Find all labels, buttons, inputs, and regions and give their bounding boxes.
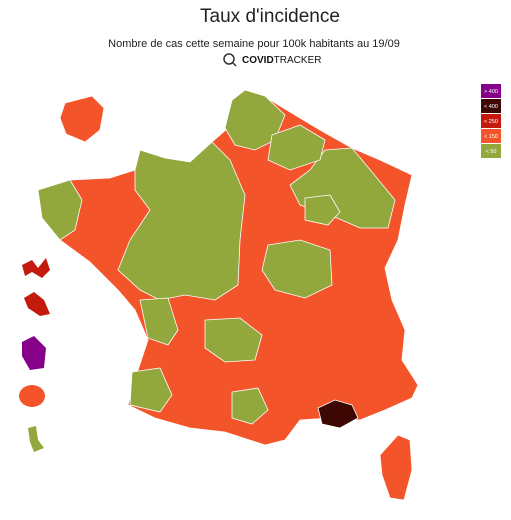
region-jura — [304, 194, 341, 226]
region-limousin — [204, 317, 263, 363]
region-centre — [261, 239, 333, 299]
legend-swatch — [481, 129, 501, 143]
logo-icon — [223, 53, 237, 67]
corsica — [379, 434, 413, 501]
martinique — [24, 292, 50, 316]
guadeloupe — [22, 258, 50, 278]
reunion — [19, 385, 45, 407]
logo-bold: COVID — [242, 55, 274, 66]
region-north-east — [267, 124, 326, 171]
legend-label: < 50 — [486, 149, 497, 155]
logo-text: COVIDTRACKER — [242, 55, 321, 66]
region-bouches-du-rhone — [317, 399, 359, 429]
region-gironde — [129, 367, 173, 413]
legend-label: < 400 — [484, 104, 498, 110]
region-west — [117, 141, 246, 301]
legend-swatch — [481, 114, 501, 128]
legend-label: > 400 — [484, 89, 498, 95]
logo-light: TRACKER — [274, 55, 322, 66]
region-brittany-tip — [37, 179, 83, 241]
legend-label: < 150 — [484, 134, 498, 140]
region-aveyron — [231, 387, 269, 425]
legend-swatch — [481, 99, 501, 113]
legend-swatch — [481, 144, 501, 158]
france-map — [37, 89, 419, 501]
overseas — [19, 258, 50, 452]
legend-label: < 250 — [484, 119, 498, 125]
legend-swatch — [481, 84, 501, 98]
region-inset-paris — [59, 95, 105, 143]
legend: > 400 < 400 < 250 < 150 < 50 — [481, 84, 501, 158]
title: Taux d'incidence — [200, 6, 340, 27]
mayotte — [28, 426, 44, 452]
guyane — [22, 336, 46, 370]
region-vendee — [139, 297, 179, 346]
subtitle: Nombre de cas cette semaine pour 100k ha… — [108, 38, 400, 50]
